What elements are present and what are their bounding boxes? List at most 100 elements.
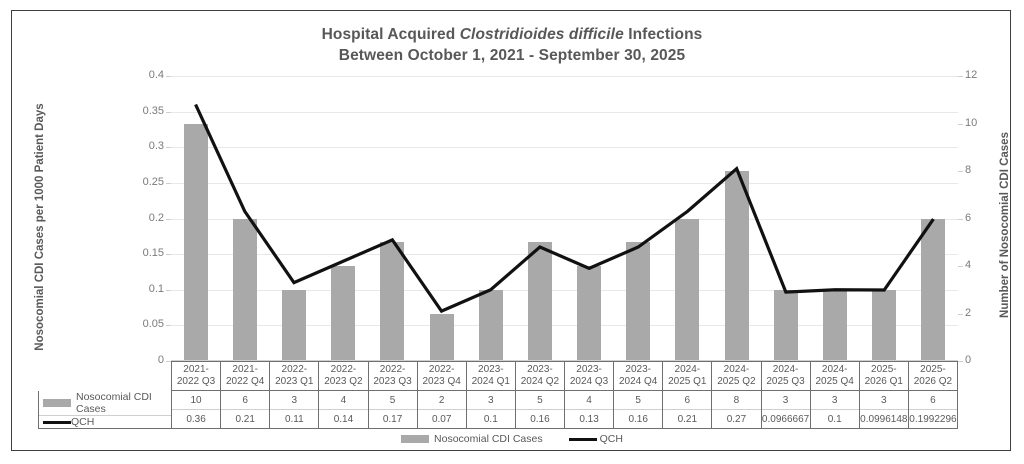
data-table-column: 5 0.16 — [515, 391, 565, 428]
data-table-cell-cases: 3 — [782, 394, 789, 406]
bar — [823, 289, 848, 361]
chart-legend: Nosocomial CDI Cases QCH — [12, 433, 1012, 445]
y-axis-right-tick-label: 6 — [965, 211, 972, 224]
x-axis-category-label-line: 2022 Q4 — [226, 376, 265, 387]
data-table-column: 3 0.0996148 — [859, 391, 909, 428]
line-swatch-icon — [43, 420, 71, 424]
x-axis-category-label-line: 2025 Q3 — [766, 376, 805, 387]
x-axis-category-label-line: 2021- — [183, 364, 209, 375]
data-table-cell-qch: 0.16 — [614, 409, 663, 428]
data-table-cell-cases: 6 — [930, 394, 936, 406]
data-table-value-columns: 10 0.36 6 0.21 3 0.11 4 0.14 5 0.17 2 0.07 3 0.1 5 0.16… — [172, 391, 957, 428]
x-axis-category-label-line: 2021- — [232, 364, 258, 375]
bar-slot — [220, 76, 269, 361]
y-axis-left-tickmark — [166, 361, 171, 362]
y-axis-left-tick-label: 0.3 — [148, 140, 164, 153]
y-axis-left-title: Nosocomial CDI Cases per 1000 Patient Da… — [34, 103, 46, 351]
x-axis-category-label-line: 2024 Q2 — [520, 376, 560, 387]
plot-area: 0 0.05 0.1 0.15 0.2 0.25 0.3 0.35 0.4 0 2 4 6 8 10 12 — [143, 69, 978, 366]
data-table-column: 3 0.1 — [810, 391, 860, 428]
y-axis-right-tickmark — [958, 361, 963, 362]
x-axis-category-label: 2024- 2025 Q4 — [811, 362, 860, 390]
data-table-column: 5 0.17 — [368, 391, 418, 428]
bar-slot — [565, 76, 614, 361]
x-axis-category-label-line: 2023- — [625, 364, 651, 375]
x-axis-category-label-line: 2022- — [428, 364, 455, 375]
data-table-cell-cases: 5 — [635, 394, 641, 406]
data-table-cell-cases: 8 — [733, 394, 740, 406]
data-table-cell-cases: 3 — [881, 394, 887, 406]
x-axis-category-label-line: 2024- — [674, 364, 701, 375]
y-axis-right-tick-label: 4 — [965, 259, 972, 271]
x-axis-category-label: 2025- 2026 Q1 — [860, 362, 909, 390]
bar — [675, 218, 700, 361]
x-axis-category-label: 2021- 2022 Q4 — [221, 362, 271, 390]
data-table-cell-cases: 4 — [586, 394, 592, 406]
bar — [773, 289, 798, 361]
x-axis-category-label-line: 2023- — [527, 364, 553, 375]
data-table-row-label-cases: Nosocomial CDI Cases — [39, 391, 171, 415]
bar-slot — [663, 76, 712, 361]
data-table-cell-cases: 4 — [340, 394, 347, 406]
y-axis-right-tick-label: 0 — [965, 354, 972, 366]
y-axis-left-tickmark — [166, 147, 171, 149]
bar-slot — [417, 76, 466, 361]
gridline — [171, 147, 958, 149]
y-axis-right-tickmark — [958, 266, 963, 267]
x-axis-category-label-line: 2024 Q4 — [619, 376, 658, 387]
bar-slot — [269, 76, 318, 361]
x-axis-category-label: 2023- 2024 Q3 — [565, 362, 615, 390]
x-axis-category-label: 2022- 2023 Q2 — [319, 362, 369, 390]
y-axis-right-tickmark — [958, 123, 963, 125]
data-table-cell-qch: 0.11 — [270, 409, 319, 428]
x-axis-category-label-line: 2024- — [772, 364, 799, 375]
data-table-cell-qch: 0.17 — [368, 409, 417, 428]
x-axis-baseline — [171, 360, 958, 361]
x-axis-category-label-line: 2022- — [330, 364, 357, 375]
data-table-cell-qch: 0.1 — [810, 409, 859, 428]
data-table-column: 6 0.21 — [221, 391, 271, 428]
y-axis-left-tick-label: 0.05 — [142, 318, 164, 331]
y-axis-left-tick-label: 0.1 — [148, 282, 164, 295]
x-axis-category-label-line: 2024- — [723, 364, 750, 375]
bar — [921, 218, 946, 361]
bar-series-nosocomial-cdi-cases — [171, 76, 958, 361]
legend-item-nosocomial-cdi-cases: Nosocomial CDI Cases — [401, 433, 543, 445]
x-axis-category-label-line: 2025 Q2 — [717, 376, 756, 387]
line-swatch-icon — [568, 437, 597, 441]
y-axis-right-tick-label: 12 — [965, 69, 978, 81]
legend-item-label: QCH — [599, 433, 623, 445]
data-table-cell-cases: 3 — [291, 394, 298, 406]
x-axis-category-label-line: 2023 Q4 — [422, 376, 461, 387]
data-table-row-label-text: Nosocomial CDI Cases — [76, 391, 152, 415]
data-table-cell-cases: 6 — [242, 394, 248, 406]
data-table-cell-cases: 3 — [488, 394, 494, 406]
x-axis-category-label: 2024- 2025 Q3 — [762, 362, 811, 390]
gridline — [171, 111, 958, 113]
bar-slot — [761, 76, 810, 361]
y-axis-left-tick-label: 0.2 — [148, 211, 164, 224]
x-axis-category-label-line: 2025 Q1 — [668, 376, 707, 387]
data-table-cell-qch: 0.07 — [417, 409, 466, 428]
data-table-column: 3 0.1 — [466, 391, 516, 428]
x-axis-category-label: 2023- 2024 Q4 — [614, 362, 664, 390]
bar — [281, 289, 306, 361]
qch-line-svg — [194, 103, 935, 314]
bar — [429, 313, 454, 361]
data-table-column: 5 0.16 — [614, 391, 664, 428]
x-axis-category-label-line: 2024- — [821, 364, 848, 375]
bar-slot — [712, 76, 761, 361]
legend-item-qch: QCH — [568, 433, 623, 445]
x-axis-category-label-line: 2025 Q4 — [815, 376, 854, 387]
bar — [577, 266, 602, 361]
data-table: Nosocomial CDI Cases QCH 10 0.36 6 0.21 3 0.1… — [38, 391, 958, 429]
qch-line-path — [194, 103, 935, 314]
chart-title-prefix: Hospital Acquired — [321, 26, 460, 43]
bar — [331, 266, 356, 361]
data-table-cell-qch: 0.1 — [466, 409, 515, 428]
data-table-cell-qch: 0.27 — [712, 409, 761, 428]
bar — [527, 242, 552, 361]
data-table-cell-qch: 0.0966667 — [761, 409, 810, 428]
x-axis-category-label: 2024- 2025 Q1 — [663, 362, 713, 390]
x-axis-category-label-line: 2026 Q2 — [913, 376, 953, 387]
